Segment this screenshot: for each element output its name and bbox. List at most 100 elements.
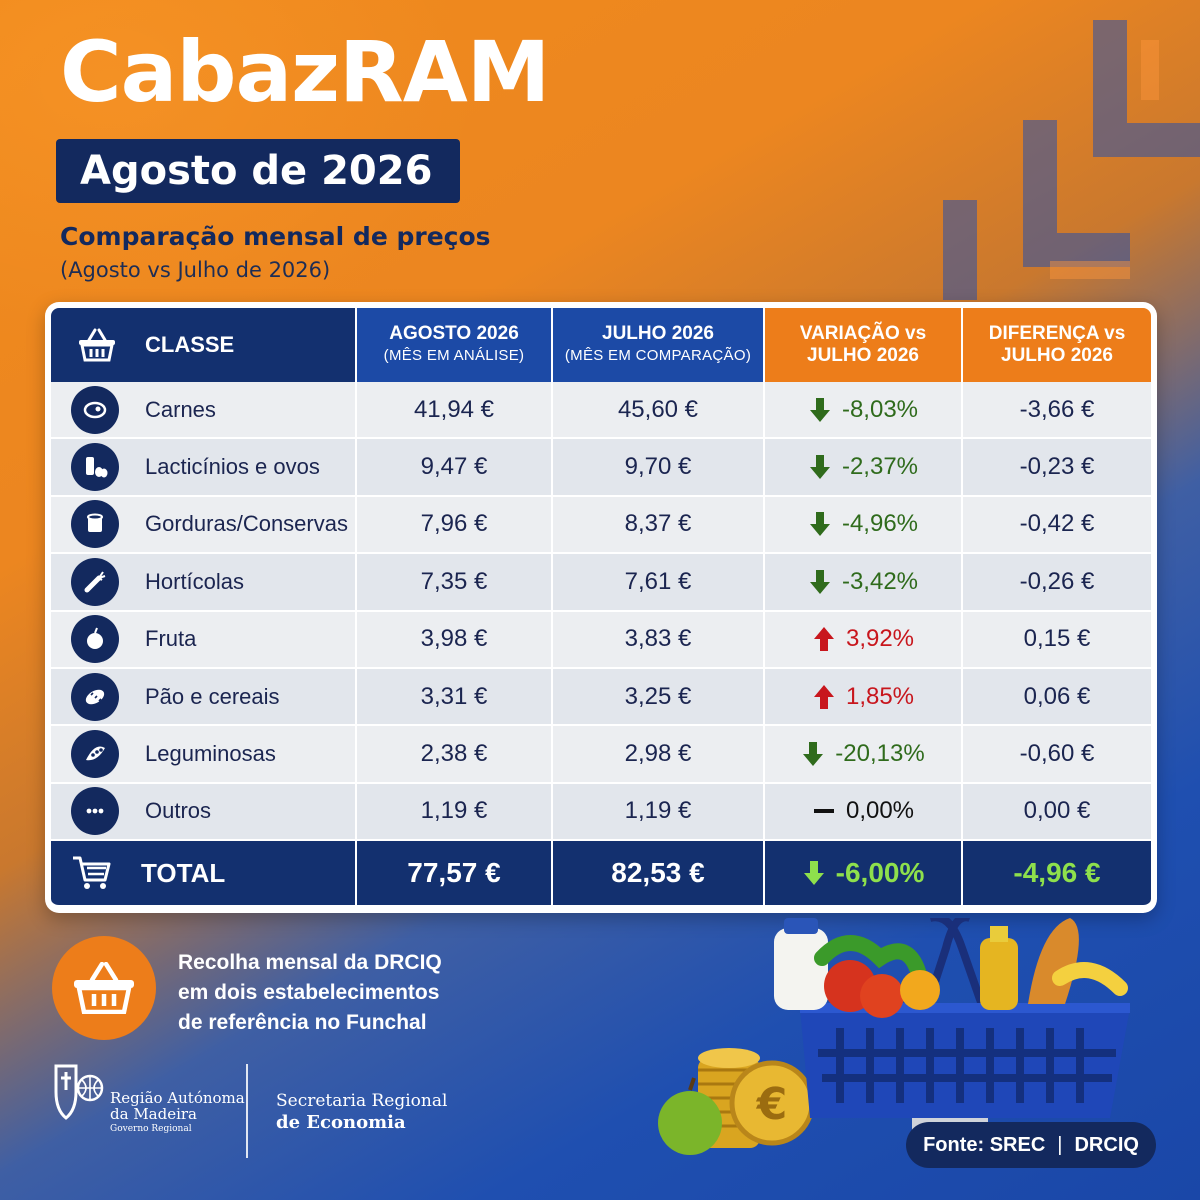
arrow-down-icon (803, 741, 824, 766)
price-comparison-table: CLASSE AGOSTO 2026 (MÊS EM ANÁLISE) JULH… (45, 302, 1157, 913)
decorative-pattern (943, 20, 1200, 300)
column-header-classe: CLASSE (51, 308, 357, 382)
class-name: Lacticínios e ovos (145, 454, 320, 480)
class-cell: Carnes (51, 382, 357, 440)
variacao-value: -8,03% (841, 395, 919, 423)
arrow-down-icon (809, 569, 830, 594)
julho-value: 2,98 € (553, 726, 765, 784)
subtitle-note: (Agosto vs Julho de 2026) (60, 258, 331, 282)
diferenca-value: 0,06 € (963, 668, 1151, 727)
agosto-value: 41,94 € (357, 382, 553, 440)
agosto-value: 1,19 € (357, 783, 553, 841)
class-cell: Pão e cereais (51, 668, 357, 727)
month-badge: Agosto de 2026 (56, 139, 461, 203)
variacao-value: 1,85% (845, 682, 915, 710)
subtitle: Comparação mensal de preços (60, 222, 491, 251)
total-label: TOTAL (141, 857, 226, 888)
apple-icon (71, 615, 119, 664)
diferenca-value: 0,00 € (963, 783, 1151, 841)
class-name: Leguminosas (145, 740, 276, 766)
diferenca-value: -3,66 € (963, 382, 1151, 440)
julho-value: 7,61 € (553, 554, 765, 612)
agosto-value: 2,38 € (357, 726, 553, 784)
arrow-down-icon (809, 455, 830, 480)
agosto-value: 7,96 € (357, 496, 553, 555)
column-header-variacao: VARIAÇÃO vs JULHO 2026 (765, 308, 963, 382)
arrow-down-icon (809, 512, 830, 537)
agosto-value: 3,98 € (357, 611, 553, 669)
variacao-cell: -2,37% (765, 439, 963, 497)
variacao-cell: -20,13% (765, 726, 963, 784)
arrow-down-icon (803, 861, 824, 885)
can-icon (71, 500, 119, 549)
diferenca-value: -0,26 € (963, 554, 1151, 612)
variacao-value: -3,42% (841, 567, 919, 595)
table-row: Carnes 41,94 €45,60 € -8,03% -3,66 € (51, 382, 1151, 440)
table-header-row: CLASSE AGOSTO 2026 (MÊS EM ANÁLISE) JULH… (51, 308, 1151, 382)
julho-value: 1,19 € (553, 783, 765, 841)
diferenca-value: -0,23 € (963, 439, 1151, 497)
total-diferenca: -4,96 € (963, 841, 1151, 907)
variacao-cell: -8,03% (765, 382, 963, 440)
variacao-value: 3,92% (845, 625, 915, 653)
total-label-cell: TOTAL (51, 841, 357, 907)
dash-icon (813, 809, 834, 814)
variacao-value: -20,13% (835, 739, 925, 767)
table-row: Hortícolas 7,35 €7,61 € -3,42% -0,26 € (51, 554, 1151, 612)
julho-value: 45,60 € (553, 382, 765, 440)
page-title: CabazRAM (60, 23, 550, 121)
variacao-cell: -4,96% (765, 496, 963, 555)
total-julho: 82,53 € (553, 841, 765, 907)
total-agosto: 77,57 € (357, 841, 553, 907)
agosto-value: 3,31 € (357, 668, 553, 727)
source-badge: Fonte: SREC | DRCIQ (906, 1122, 1156, 1168)
oil-bottle-icon (980, 938, 1018, 1010)
table-row: Fruta 3,98 €3,83 € 3,92% 0,15 € (51, 611, 1151, 669)
class-name: Carnes (145, 396, 216, 422)
variacao-cell: 3,92% (765, 611, 963, 669)
banana-icon (1052, 962, 1128, 996)
diferenca-value: 0,15 € (963, 611, 1151, 669)
footer-divider (246, 1064, 248, 1158)
class-name: Gorduras/Conservas (145, 511, 348, 537)
table-row: Gorduras/Conservas 7,96 €8,37 € -4,96% -0,4… (51, 496, 1151, 555)
variacao-cell: 0,00% (765, 783, 963, 841)
arrow-up-icon (813, 627, 834, 652)
milk-bottle-icon (774, 928, 828, 1010)
diferenca-value: -0,60 € (963, 726, 1151, 784)
vegetable-icon (71, 557, 119, 606)
cart-icon (73, 856, 111, 889)
class-name: Pão e cereais (145, 683, 280, 709)
region-emblem-icon (54, 1064, 104, 1120)
column-header-agosto: AGOSTO 2026 (MÊS EM ANÁLISE) (357, 308, 553, 382)
julho-value: 9,70 € (553, 439, 765, 497)
shopping-basket-icon (800, 918, 1130, 1118)
class-cell: Lacticínios e ovos (51, 439, 357, 497)
agosto-value: 9,47 € (357, 439, 553, 497)
variacao-cell: 1,85% (765, 668, 963, 727)
region-name-line1: Região Autónoma (110, 1089, 245, 1107)
organization-name: Secretaria Regional de Economia (276, 1091, 448, 1133)
agosto-value: 7,35 € (357, 554, 553, 612)
bread-icon (71, 672, 119, 721)
class-name: Hortícolas (145, 568, 245, 594)
julho-value: 3,83 € (553, 611, 765, 669)
dairy-eggs-icon (71, 443, 119, 492)
class-cell: Hortícolas (51, 554, 357, 612)
collection-note: Recolha mensal da DRCIQ em dois estabele… (178, 951, 442, 1034)
class-name: Outros (145, 798, 212, 824)
variacao-cell: -3,42% (765, 554, 963, 612)
table-row: Outros 1,19 €1,19 € 0,00% 0,00 € (51, 783, 1151, 841)
diferenca-value: -0,42 € (963, 496, 1151, 555)
class-name: Fruta (145, 626, 197, 652)
class-cell: Fruta (51, 611, 357, 669)
region-logo: Região Autónoma da Madeira Governo Regio… (52, 1062, 245, 1136)
table-row: Lacticínios e ovos 9,47 €9,70 € -2,37% -0,2… (51, 439, 1151, 497)
total-variacao: -6,00% (835, 857, 925, 888)
meat-icon (71, 385, 119, 434)
julho-value: 8,37 € (553, 496, 765, 555)
variacao-value: -4,96% (841, 510, 919, 538)
arrow-up-icon (813, 684, 834, 709)
variacao-value: 0,00% (845, 797, 915, 825)
collection-note-badge (52, 936, 156, 1040)
